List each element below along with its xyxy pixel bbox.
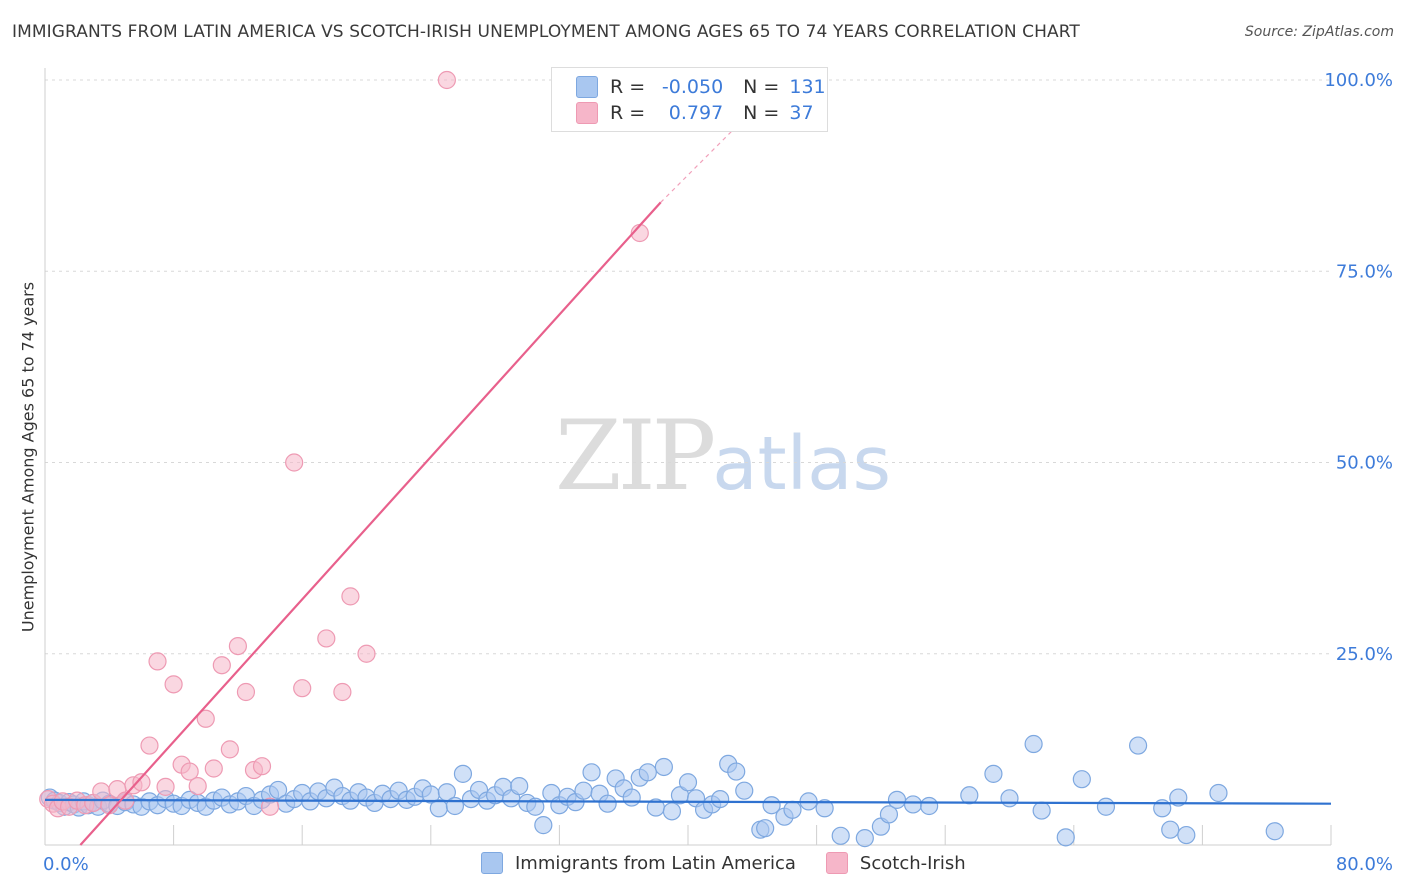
y-tick-label: 75.0%	[1336, 261, 1393, 282]
data-point-blue	[1265, 822, 1284, 841]
data-point-blue	[429, 799, 448, 818]
data-point-blue	[598, 794, 617, 813]
data-point-blue	[1161, 820, 1180, 839]
data-point-pink	[317, 629, 336, 648]
data-point-pink	[188, 776, 207, 796]
data-point-blue	[879, 805, 899, 824]
data-point-blue	[711, 789, 730, 809]
trend-line-blue	[44, 798, 1332, 805]
legend-n-value: 131	[789, 76, 826, 98]
x-tick-label: 80.0%	[1336, 854, 1393, 875]
data-point-blue	[534, 816, 553, 835]
stats-legend: R = -0.050 N = 131 R = 0.797 N = 37	[551, 67, 828, 132]
legend-r-label: R =	[610, 76, 646, 98]
data-point-blue	[1209, 783, 1228, 803]
data-point-blue	[1024, 734, 1043, 754]
data-point-pink	[220, 740, 239, 759]
data-point-blue	[727, 762, 746, 781]
series-legend-label: Immigrants from Latin America	[515, 852, 796, 874]
data-point-blue	[1177, 825, 1196, 845]
data-point-blue	[622, 788, 641, 807]
data-point-pink	[180, 762, 199, 781]
data-point-blue	[1072, 770, 1091, 789]
data-point-blue	[887, 790, 907, 809]
trend-line-extension-pink	[660, 110, 753, 203]
data-point-blue	[510, 776, 529, 796]
data-point-pink	[293, 679, 312, 698]
data-point-blue	[574, 781, 593, 800]
legend-r-value: 0.797	[668, 102, 724, 124]
data-point-blue	[1096, 797, 1116, 816]
data-point-pink	[212, 656, 231, 675]
legend-swatch-blue	[576, 76, 598, 98]
chart-title: IMMIGRANTS FROM LATIN AMERICA VS SCOTCH-…	[12, 22, 1080, 42]
data-point-pink	[148, 652, 167, 671]
data-point-blue	[638, 763, 657, 782]
data-point-pink	[164, 675, 183, 694]
data-point-pink	[132, 773, 151, 792]
data-point-blue	[735, 781, 754, 800]
data-point-pink	[236, 682, 256, 702]
data-point-blue	[831, 826, 850, 845]
data-point-pink	[285, 453, 304, 472]
data-point-blue	[1169, 788, 1188, 807]
series-legend-label: Scotch-Irish	[859, 852, 966, 874]
data-point-blue	[920, 796, 939, 816]
legend-n-value: 37	[789, 102, 814, 124]
y-axis-label: Unemployment Among Ages 65 to 74 years	[18, 281, 38, 633]
data-point-blue	[960, 786, 979, 805]
data-point-blue	[662, 802, 682, 821]
data-point-pink	[437, 70, 456, 90]
legend-r-value: -0.050	[661, 76, 724, 98]
data-point-blue	[678, 773, 698, 792]
data-point-pink	[196, 709, 215, 728]
y-tick-label: 100.0%	[1324, 70, 1393, 91]
data-point-blue	[783, 800, 802, 819]
data-point-blue	[268, 780, 288, 800]
data-point-blue	[984, 764, 1003, 783]
data-point-pink	[357, 644, 376, 663]
data-point-pink	[341, 587, 360, 606]
legend-row-pink: R = 0.797 N = 37	[576, 101, 814, 125]
y-tick-label: 25.0%	[1336, 644, 1393, 665]
data-point-blue	[903, 795, 923, 814]
data-point-pink	[228, 636, 247, 656]
series-legend: Immigrants from Latin America Scotch-Iri…	[481, 852, 996, 874]
trend-line-pink	[79, 201, 662, 846]
data-point-blue	[756, 819, 775, 838]
data-point-pink	[204, 759, 223, 778]
y-tick-label: 50.0%	[1336, 453, 1393, 474]
legend-n-label: N =	[743, 76, 780, 98]
series-legend-item-blue[interactable]: Immigrants from Latin America	[481, 852, 796, 874]
x-tick-label: 0.0%	[43, 854, 89, 875]
data-point-blue	[1000, 789, 1019, 808]
watermark-zip: ZIP	[555, 400, 716, 512]
data-point-blue	[815, 799, 834, 818]
data-point-blue	[453, 764, 473, 783]
series-swatch-pink	[825, 852, 848, 874]
legend-row-blue: R = -0.050 N = 131	[576, 75, 826, 99]
data-point-blue	[526, 797, 545, 816]
data-point-pink	[252, 757, 272, 776]
legend-swatch-pink	[576, 102, 598, 124]
data-point-pink	[333, 682, 352, 702]
series-swatch-blue	[481, 852, 503, 874]
data-point-blue	[654, 757, 673, 777]
data-point-pink	[260, 797, 280, 816]
data-point-blue	[855, 829, 874, 848]
data-point-blue	[582, 763, 601, 782]
watermark: ZIPatlas	[555, 400, 891, 512]
series-legend-item-pink[interactable]: Scotch-Irish	[825, 852, 966, 874]
data-point-blue	[1056, 828, 1075, 847]
data-point-pink	[140, 736, 159, 755]
legend-n-label: N =	[743, 102, 780, 124]
legend-r-label: R =	[610, 102, 646, 124]
watermark-atlas: atlas	[712, 421, 892, 507]
data-point-pink	[156, 777, 175, 796]
data-point-blue	[1128, 736, 1148, 755]
source-label: Source: ZipAtlas.com	[1244, 24, 1394, 40]
data-point-blue	[1032, 801, 1051, 820]
